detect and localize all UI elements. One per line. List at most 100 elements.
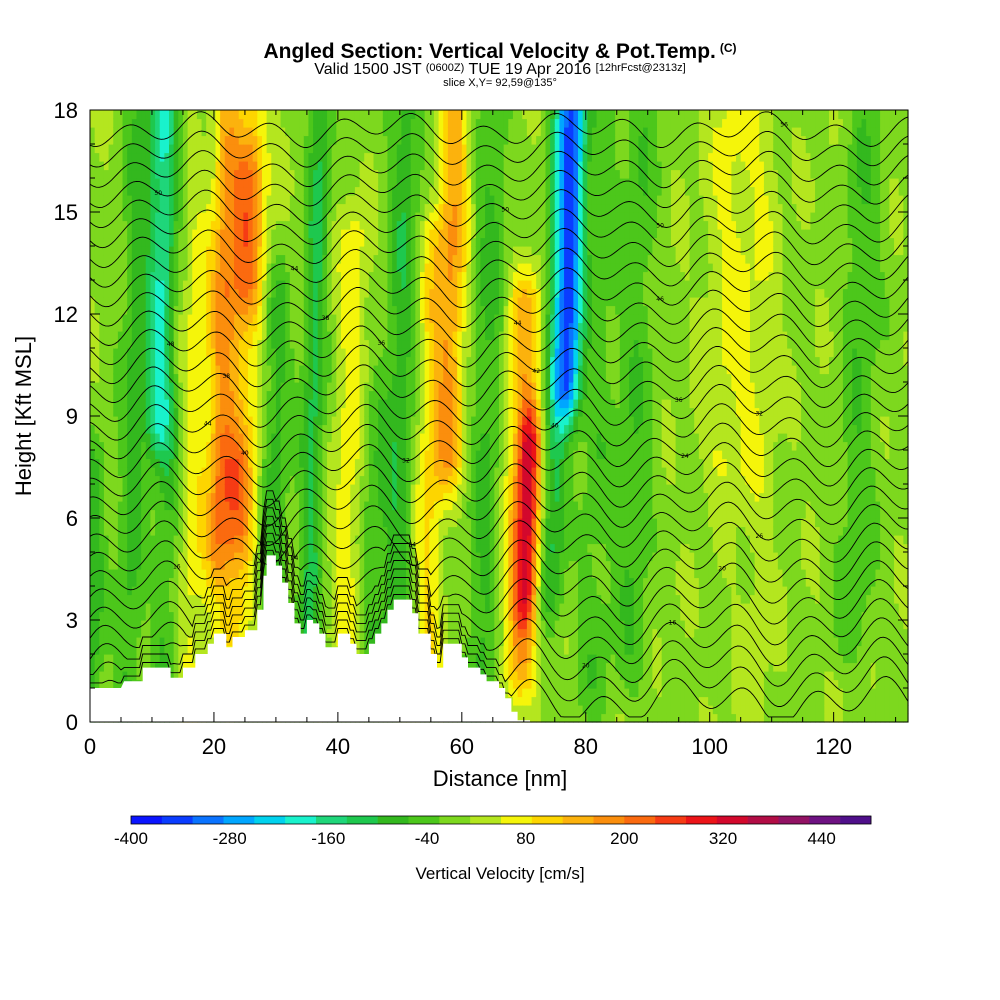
velocity-cell [201,518,207,528]
velocity-cell [294,220,300,230]
velocity-cell [206,569,212,579]
velocity-cell [364,161,370,171]
velocity-cell [275,484,282,494]
velocity-cell [215,305,221,315]
velocity-cell [201,620,207,630]
velocity-cell [294,382,300,392]
velocity-cell [243,620,249,630]
velocity-cell [90,611,96,621]
velocity-cell [322,127,328,137]
velocity-cell [303,178,310,188]
velocity-cell [99,620,105,630]
velocity-cell [113,280,119,290]
velocity-cell [113,450,119,460]
velocity-cell [103,654,110,664]
velocity-cell [127,416,133,426]
velocity-cell [238,322,244,332]
velocity-cell [206,186,212,196]
velocity-cell [178,348,184,358]
velocity-cell [294,560,300,570]
velocity-cell [387,365,393,375]
velocity-cell [396,543,402,553]
velocity-cell [150,229,156,239]
velocity-cell [289,280,296,290]
velocity-cell [354,110,361,120]
velocity-cell [345,433,351,443]
velocity-cell [215,220,221,230]
velocity-cell [131,467,138,477]
velocity-cell [127,611,133,621]
velocity-cell [155,535,161,545]
velocity-cell [340,560,347,570]
velocity-cell [113,339,119,349]
velocity-cell [141,314,147,324]
velocity-cell [378,203,384,213]
velocity-cell [401,484,407,494]
velocity-cell [159,637,165,647]
velocity-cell [224,560,231,570]
velocity-cell [145,637,152,647]
velocity-cell [238,577,244,587]
velocity-cell [159,339,165,349]
velocity-cell [373,110,379,120]
velocity-cell [234,263,240,273]
velocity-cell [94,288,100,298]
velocity-cell [220,144,226,154]
velocity-cell [392,246,398,256]
velocity-cell [252,271,258,281]
velocity-cell [234,220,240,230]
velocity-cell [90,620,96,630]
velocity-cell [220,246,226,256]
velocity-cell [364,645,370,655]
velocity-cell [103,637,110,647]
velocity-cell [248,348,254,358]
velocity-cell [94,620,100,630]
velocity-cell [206,475,212,485]
velocity-cell [364,237,370,247]
velocity-cell [308,305,314,315]
velocity-cell [136,577,142,587]
velocity-cell [401,263,407,273]
velocity-cell [187,280,193,290]
velocity-cell [187,560,193,570]
velocity-cell [220,467,226,477]
velocity-cell [275,518,282,528]
velocity-cell [159,237,165,247]
velocity-cell [252,535,258,545]
velocity-cell [382,484,389,494]
velocity-cell [117,152,124,162]
velocity-cell [131,288,138,298]
velocity-cell [90,416,96,426]
velocity-cell [392,152,398,162]
velocity-cell [308,433,314,443]
velocity-cell [285,450,291,460]
velocity-cell [336,212,342,222]
velocity-cell [108,152,114,162]
velocity-cell [150,322,156,332]
velocity-cell [201,552,207,562]
velocity-cell [382,535,389,545]
velocity-cell [354,399,361,409]
velocity-cell [215,535,221,545]
velocity-cell [192,416,198,426]
velocity-cell [113,373,119,383]
velocity-cell [271,458,277,468]
velocity-cell [215,178,221,188]
velocity-cell [373,144,379,154]
velocity-cell [373,254,379,264]
velocity-cell [327,492,333,502]
velocity-cell [285,390,291,400]
velocity-cell [406,552,412,562]
velocity-cell [206,322,212,332]
velocity-cell [155,509,161,519]
velocity-cell [122,186,128,196]
velocity-cell [299,467,305,477]
velocity-cell [182,577,189,587]
velocity-cell [215,382,221,392]
velocity-cell [136,203,142,213]
velocity-cell [294,314,300,324]
velocity-cell [136,314,142,324]
velocity-cell [131,178,138,188]
velocity-cell [322,348,328,358]
velocity-cell [173,424,179,434]
